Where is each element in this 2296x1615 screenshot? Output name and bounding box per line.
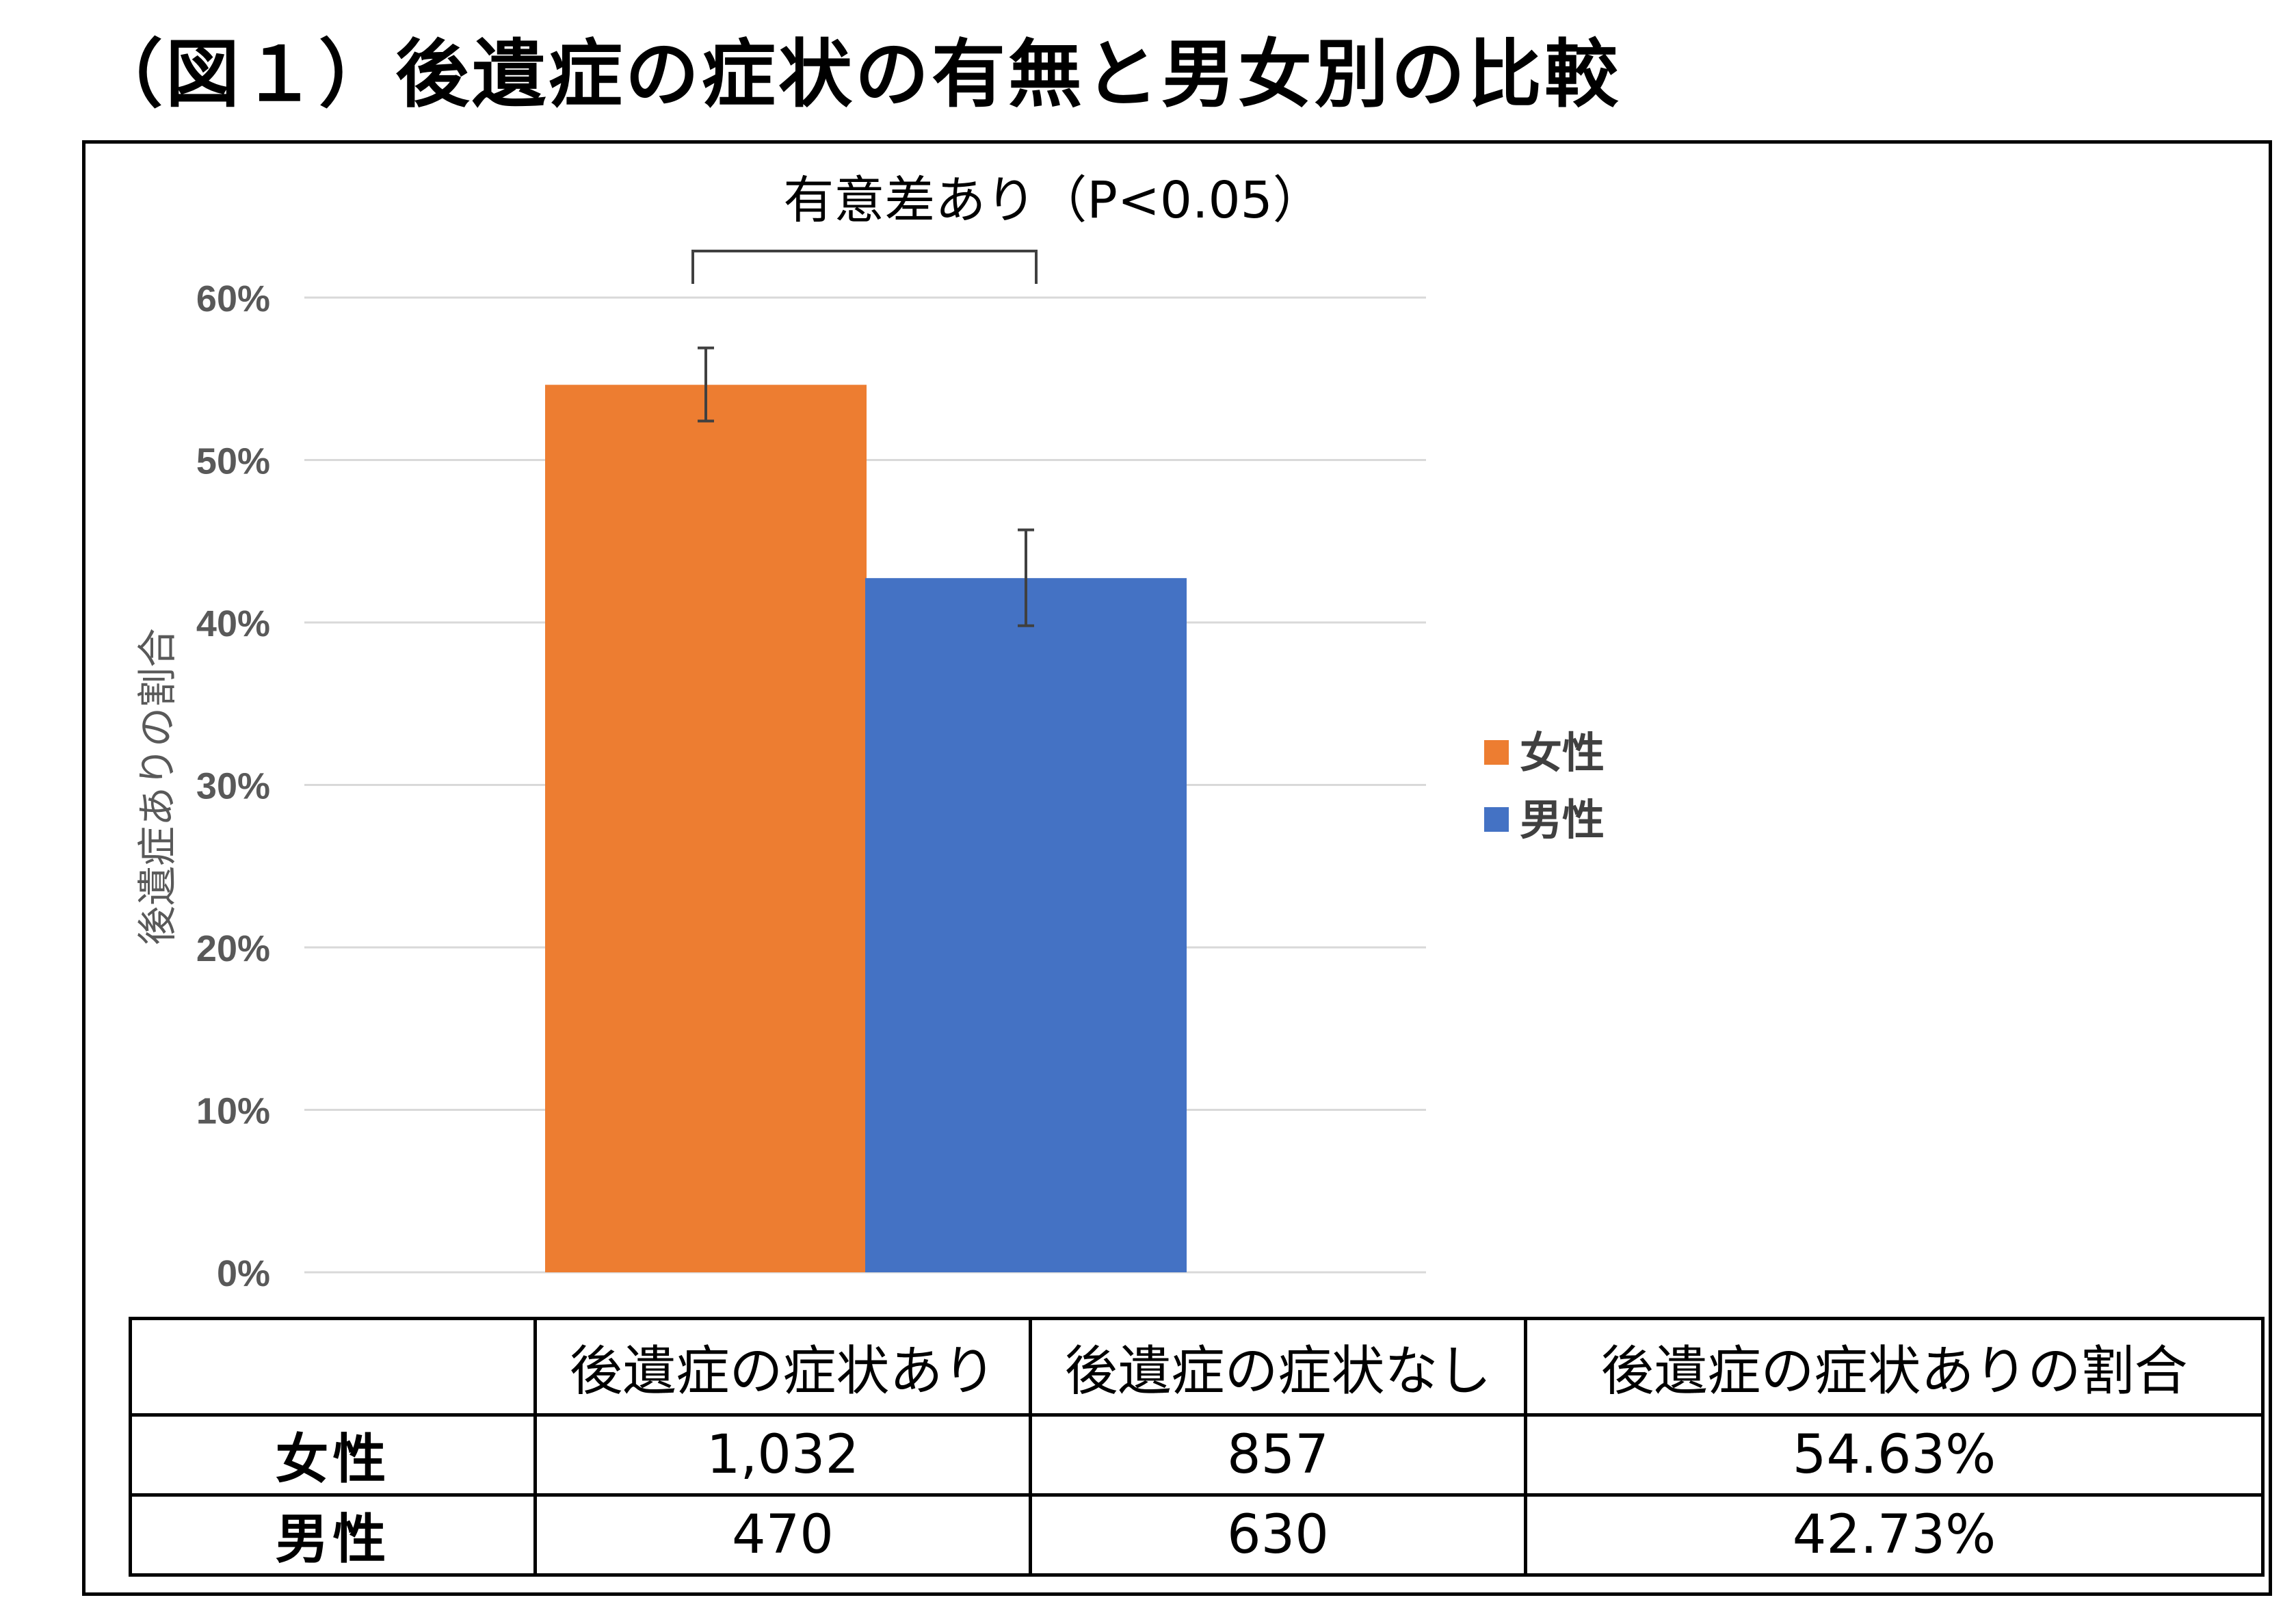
y-tick-label: 30% bbox=[196, 766, 270, 807]
table-row: 女性 1,032 857 54.63% bbox=[129, 1413, 2265, 1497]
y-tick-label: 60% bbox=[196, 278, 270, 319]
page-title: （図１）後遺症の症状の有無と男女別の比較 bbox=[89, 32, 1622, 118]
table-header-row: 後遺症の症状あり 後遺症の症状なし 後遺症の症状ありの割合 bbox=[129, 1317, 2265, 1417]
y-tick-label: 40% bbox=[196, 603, 270, 644]
y-tick-label: 50% bbox=[196, 441, 270, 482]
table-cell: 857 bbox=[1029, 1413, 1527, 1497]
y-tick-label: 0% bbox=[217, 1253, 270, 1294]
y-tick-label: 10% bbox=[196, 1091, 270, 1132]
table-cell: 42.73% bbox=[1524, 1493, 2265, 1577]
legend-swatch-男性 bbox=[1484, 807, 1509, 832]
bar-男性 bbox=[865, 578, 1187, 1272]
legend-label: 男性 bbox=[1520, 795, 1605, 845]
table-cell: 630 bbox=[1029, 1493, 1527, 1577]
significance-annotation: 有意差あり（P<0.05） bbox=[783, 171, 1323, 230]
table-header-empty bbox=[129, 1317, 537, 1417]
figure-frame bbox=[82, 140, 2272, 1596]
table-cell: 54.63% bbox=[1524, 1413, 2265, 1497]
data-table: 後遺症の症状あり 後遺症の症状なし 後遺症の症状ありの割合 女性 1,032 8… bbox=[129, 1317, 2265, 1577]
bar-chart: 0% 10% 20% 30% 40% 50% 60% 有意差あり（P<0.05） 後遺症ありの割… bbox=[134, 171, 1605, 1294]
table-cell: 470 bbox=[533, 1493, 1032, 1577]
significance-bracket bbox=[691, 250, 1038, 284]
table-row: 男性 470 630 42.73% bbox=[129, 1493, 2265, 1577]
legend-swatch-女性 bbox=[1484, 740, 1509, 765]
table-row-label: 男性 bbox=[129, 1493, 537, 1577]
bar-女性 bbox=[545, 384, 867, 1272]
table-cell: 1,032 bbox=[533, 1413, 1032, 1497]
table-header-without-symptoms: 後遺症の症状なし bbox=[1029, 1317, 1527, 1417]
table-header-with-symptoms: 後遺症の症状あり bbox=[533, 1317, 1032, 1417]
legend-label: 女性 bbox=[1520, 728, 1605, 778]
y-axis-title: 後遺症ありの割合 bbox=[134, 628, 181, 945]
table-header-symptom-ratio: 後遺症の症状ありの割合 bbox=[1524, 1317, 2265, 1417]
y-tick-label: 20% bbox=[196, 928, 270, 969]
table-row-label: 女性 bbox=[129, 1413, 537, 1497]
